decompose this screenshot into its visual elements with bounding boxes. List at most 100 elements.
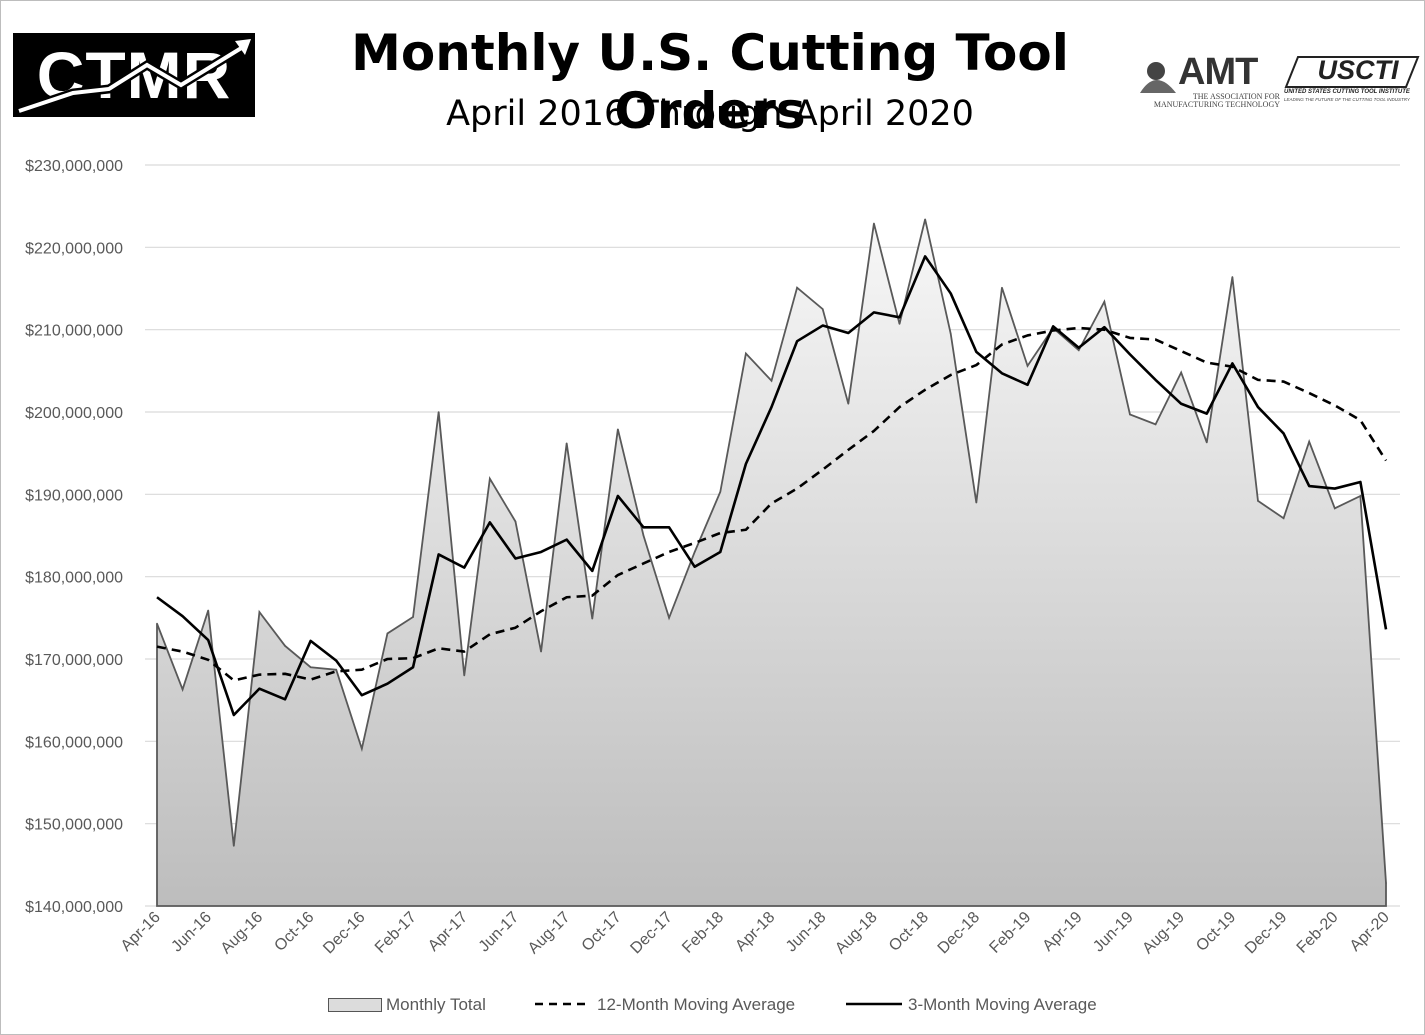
- legend-label-3-month-average: 3-Month Moving Average: [908, 995, 1097, 1014]
- 3-month-moving-average-line: [156, 255, 1388, 717]
- x-tick-label: Feb-19: [986, 909, 1034, 957]
- monthly-total-point: [258, 611, 261, 613]
- monthly-total-point: [1231, 276, 1234, 278]
- y-tick-label: $210,000,000: [25, 323, 123, 340]
- monthly-total-point: [975, 501, 978, 504]
- usct-logo-banner-icon: [1284, 56, 1420, 88]
- monthly-total-point: [309, 666, 312, 669]
- monthly-total-point: [719, 491, 722, 493]
- x-tick-label: Oct-18: [886, 909, 932, 955]
- monthly-total-point: [1077, 349, 1080, 352]
- x-tick-label: Dec-18: [935, 909, 984, 958]
- monthly-total-point: [898, 323, 901, 325]
- y-tick-label: $140,000,000: [25, 899, 123, 916]
- monthly-total-point: [1308, 440, 1310, 443]
- legend-swatch-solid: [846, 1002, 902, 1006]
- monthly-total-series: [156, 219, 1387, 907]
- monthly-total-point: [1257, 500, 1259, 502]
- legend: Monthly Total 12-Month Moving Average 3-…: [0, 990, 1425, 1020]
- x-tick-label: Oct-19: [1193, 909, 1239, 955]
- x-tick-label: Oct-16: [271, 909, 317, 955]
- x-tick-label: Feb-18: [679, 909, 727, 957]
- ctmr-logo-arrow-icon: [17, 39, 251, 116]
- monthly-total-point: [540, 650, 542, 653]
- y-tick-label: $170,000,000: [25, 652, 123, 669]
- monthly-total-point: [873, 222, 875, 225]
- legend-swatch-dashed: [535, 1002, 591, 1006]
- y-tick-label: $220,000,000: [25, 240, 123, 257]
- x-tick-label: Dec-16: [320, 909, 369, 958]
- usct-logo-tagline: LEADING THE FUTURE OF THE CUTTING TOOL I…: [1284, 97, 1410, 102]
- x-tick-label: Jun-19: [1090, 909, 1137, 956]
- y-axis-ticks: $140,000,000 $150,000,000 $160,000,000 $170…: [25, 158, 123, 916]
- monthly-total-point: [1333, 507, 1336, 510]
- x-tick-label: Apr-17: [425, 909, 471, 955]
- monthly-total-point: [1026, 365, 1029, 367]
- monthly-total-point: [796, 286, 798, 289]
- chart-subtitle: April 2016 Through April 2020: [446, 94, 974, 134]
- x-tick-label: Apr-16: [118, 909, 164, 955]
- monthly-total-point: [693, 551, 696, 553]
- y-tick-label: $190,000,000: [25, 487, 123, 504]
- usct-logo-text: USCTI: [1317, 55, 1399, 85]
- y-tick-label: $160,000,000: [25, 734, 123, 751]
- x-axis-ticks: Apr-16 Jun-16 Aug-16 Oct-16 Dec-16 Feb-17 Apr-…: [118, 909, 1393, 958]
- monthly-total-point: [770, 379, 773, 382]
- monthly-total-point: [284, 645, 286, 647]
- x-tick-label: Apr-18: [732, 909, 778, 955]
- amt-logo-sub1: THE ASSOCIATION FOR: [1192, 92, 1280, 101]
- monthly-total-point: [1103, 300, 1106, 303]
- x-tick-label: Aug-17: [525, 909, 574, 958]
- amt-logo-sub2: MANUFACTURING TECHNOLOGY: [1153, 100, 1280, 109]
- monthly-total-point: [668, 617, 670, 619]
- monthly-total-point: [489, 477, 491, 480]
- x-tick-label: Aug-16: [218, 909, 267, 958]
- x-tick-label: Apr-19: [1040, 909, 1086, 955]
- monthly-total-point: [233, 845, 235, 847]
- monthly-total-point: [949, 332, 952, 335]
- monthly-total-point: [181, 688, 184, 691]
- x-tick-label: Oct-17: [579, 909, 625, 955]
- y-tick-label: $150,000,000: [25, 817, 123, 834]
- x-tick-label: Jun-16: [168, 909, 215, 956]
- x-tick-label: Feb-20: [1294, 909, 1342, 957]
- amt-logo-text: AMT: [1178, 51, 1258, 93]
- monthly-total-point: [565, 442, 568, 445]
- monthly-total-point: [1205, 441, 1208, 444]
- monthly-total-point: [924, 218, 926, 221]
- moving-average-lines: [156, 255, 1388, 717]
- monthly-total-point: [437, 411, 440, 413]
- monthly-total-point: [1359, 495, 1362, 497]
- x-tick-label: Aug-18: [832, 909, 881, 958]
- usct-logo-subtext: UNITED STATES CUTTING TOOL INSTITUTE: [1284, 89, 1410, 95]
- amt-logo: AMT THE ASSOCIATION FOR MANUFACTURING TE…: [1138, 51, 1280, 111]
- monthly-total-point: [745, 352, 747, 355]
- x-tick-label: Dec-17: [627, 909, 676, 958]
- x-tick-label: Feb-17: [372, 909, 420, 957]
- monthly-total-area: [156, 218, 1387, 907]
- amt-logo-mark-icon: [1140, 62, 1176, 93]
- monthly-total-point: [207, 609, 210, 612]
- monthly-total-point: [514, 520, 517, 523]
- amt-logo-subtext: THE ASSOCIATION FOR MANUFACTURING TECHNO…: [1138, 93, 1280, 109]
- monthly-total-point: [1154, 423, 1157, 426]
- y-tick-label: $230,000,000: [25, 158, 123, 175]
- x-tick-label: Jun-17: [476, 909, 523, 956]
- x-tick-label: Dec-19: [1242, 909, 1291, 958]
- x-tick-label: Aug-19: [1139, 909, 1188, 958]
- monthly-total-point: [1001, 286, 1003, 289]
- monthly-total-point: [156, 622, 158, 625]
- x-tick-label: Apr-20: [1347, 909, 1393, 955]
- monthly-total-point: [591, 617, 594, 620]
- legend-label-12-month-average: 12-Month Moving Average: [597, 995, 796, 1014]
- monthly-total-point: [847, 402, 850, 405]
- monthly-total-point: [1282, 517, 1285, 520]
- monthly-total-point: [821, 308, 824, 310]
- legend-label-monthly-total: Monthly Total: [386, 995, 486, 1014]
- usct-logo: USCTI UNITED STATES CUTTING TOOL INSTITU…: [1284, 55, 1420, 109]
- monthly-total-point: [361, 747, 363, 750]
- monthly-total-point: [617, 428, 619, 431]
- chart-title: Monthly U.S. Cutting Tool Orders: [351, 24, 1069, 140]
- monthly-total-point: [1180, 371, 1182, 374]
